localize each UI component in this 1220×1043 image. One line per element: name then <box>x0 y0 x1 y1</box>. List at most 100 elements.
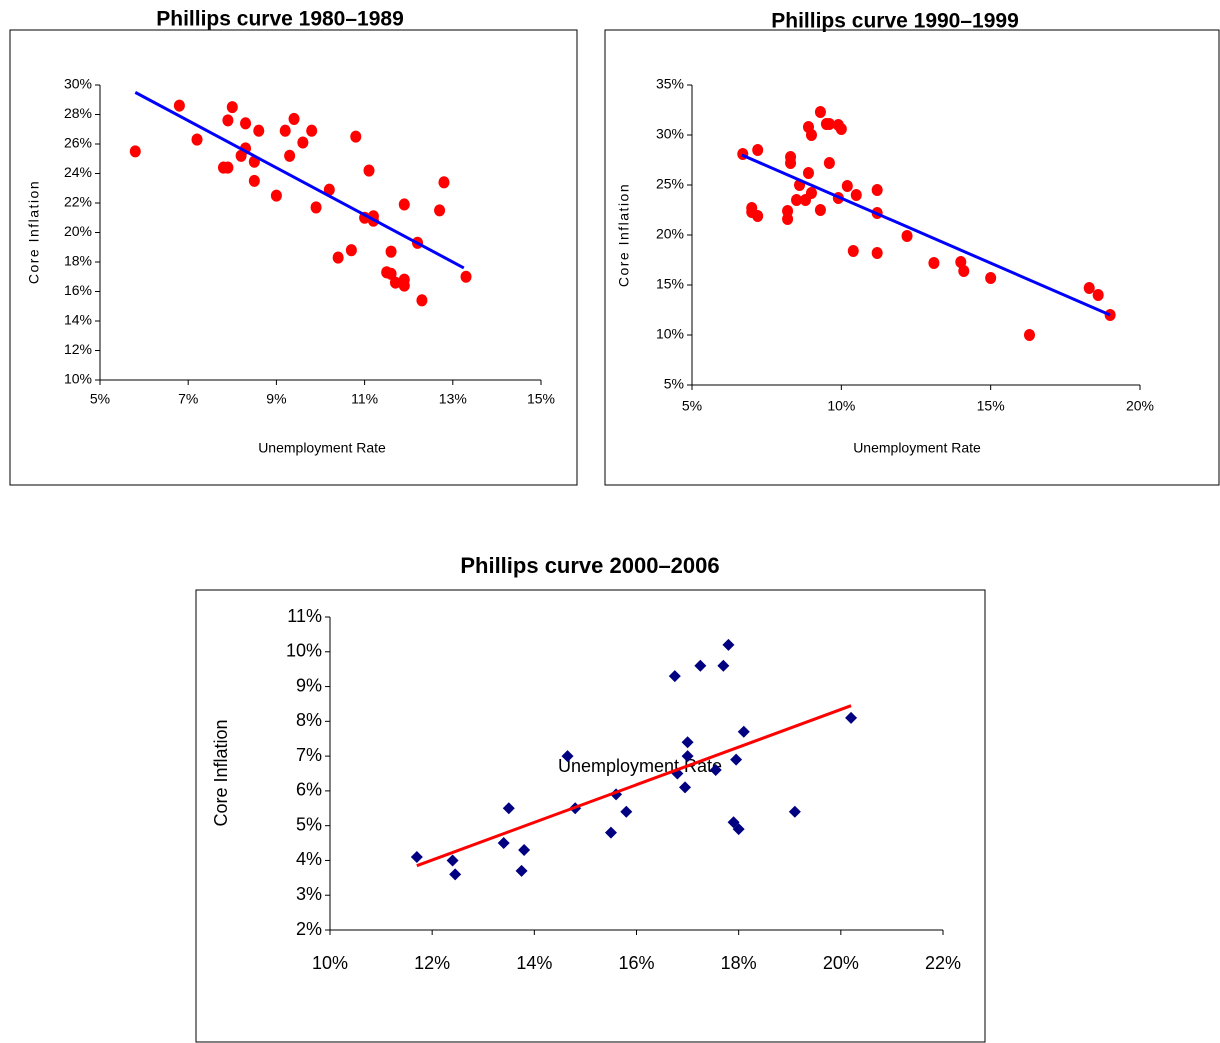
x-tick-label: 9% <box>266 391 286 407</box>
data-point <box>752 209 764 223</box>
x-tick-label: 5% <box>90 391 110 407</box>
data-point <box>928 256 940 270</box>
data-point <box>722 638 735 651</box>
data-point <box>446 854 459 867</box>
y-tick-label: 10% <box>286 641 322 661</box>
x-tick-label: 13% <box>439 391 467 407</box>
data-point <box>310 201 322 214</box>
data-point <box>288 112 300 125</box>
data-point <box>323 183 335 196</box>
data-point <box>732 823 745 836</box>
data-point <box>350 130 362 143</box>
data-point <box>306 124 318 137</box>
data-point <box>173 99 185 112</box>
data-point <box>248 174 260 187</box>
data-point <box>871 246 883 260</box>
data-point <box>791 193 803 207</box>
chart-frame <box>195 589 986 1043</box>
data-point <box>620 805 633 818</box>
data-point <box>191 133 203 146</box>
x-axis-label: Unemployment Rate <box>258 440 386 456</box>
data-point <box>438 176 450 189</box>
data-point <box>1023 328 1035 342</box>
data-point <box>449 868 462 881</box>
x-tick-label: 20% <box>1126 398 1154 414</box>
data-point <box>518 844 531 857</box>
x-tick-label: 11% <box>351 391 378 407</box>
data-point <box>385 245 397 258</box>
y-tick-label: 30% <box>64 76 92 92</box>
data-point <box>332 251 344 264</box>
y-tick-label: 16% <box>64 282 92 298</box>
data-point <box>727 816 740 829</box>
data-point <box>901 229 913 243</box>
y-tick-label: 5% <box>296 814 322 834</box>
data-point <box>1092 288 1104 302</box>
data-point <box>785 150 797 164</box>
y-tick-label: 18% <box>64 253 92 269</box>
data-point <box>363 164 375 177</box>
y-tick-label: 14% <box>64 312 92 328</box>
data-point <box>847 244 859 258</box>
data-point <box>389 276 401 289</box>
y-axis-label: Core Inflation <box>211 719 231 826</box>
data-point <box>871 183 883 197</box>
x-tick-label: 10% <box>312 953 348 973</box>
x-tick-label: 18% <box>721 953 757 973</box>
data-point <box>416 294 428 307</box>
y-tick-label: 26% <box>64 135 92 151</box>
y-tick-label: 22% <box>64 194 92 210</box>
data-point <box>270 189 282 202</box>
data-point <box>604 826 617 839</box>
y-tick-label: 20% <box>64 223 92 239</box>
trend-line <box>416 704 852 868</box>
x-tick-label: 7% <box>178 391 198 407</box>
chart-frame <box>9 29 578 486</box>
data-point <box>129 145 141 158</box>
data-point <box>814 203 826 217</box>
data-point <box>802 166 814 180</box>
y-tick-label: 10% <box>64 371 92 387</box>
data-point <box>398 198 410 211</box>
x-tick-label: 10% <box>827 398 855 414</box>
y-tick-label: 3% <box>296 884 322 904</box>
y-tick-label: 35% <box>656 76 684 92</box>
chart: Phillips curve 1980–1989 10% 12% 14% 16% 18% 2… <box>9 8 578 486</box>
y-tick-label: 9% <box>296 675 322 695</box>
data-point <box>502 802 515 815</box>
data-point <box>1083 281 1095 295</box>
data-point <box>782 204 794 218</box>
data-point <box>460 270 472 283</box>
data-point <box>752 143 764 157</box>
data-point <box>410 850 423 863</box>
x-tick-label: 15% <box>977 398 1005 414</box>
data-point <box>730 753 743 766</box>
x-tick-label: 22% <box>925 953 961 973</box>
y-tick-label: 6% <box>296 780 322 800</box>
x-tick-label: 16% <box>618 953 654 973</box>
data-point <box>398 279 410 292</box>
data-point <box>284 149 296 162</box>
data-point <box>841 179 853 193</box>
x-axis-label: Unemployment Rate <box>853 440 981 456</box>
x-tick-label: 5% <box>682 398 702 414</box>
x-tick-label: 14% <box>516 953 552 973</box>
data-point <box>681 750 694 763</box>
data-point <box>823 156 835 170</box>
y-tick-label: 8% <box>296 710 322 730</box>
y-tick-label: 5% <box>664 376 684 392</box>
data-point <box>226 101 238 114</box>
x-tick-label: 15% <box>527 391 555 407</box>
chart: Phillips curve 2000–2006 2% 3% 4% 5% 6% 7% 8% 9%… <box>195 553 986 1043</box>
y-tick-label: 2% <box>296 919 322 939</box>
data-point <box>681 736 694 749</box>
y-tick-label: 12% <box>64 341 92 357</box>
y-axis-label: Core Inflation <box>26 180 42 284</box>
data-point <box>850 188 862 202</box>
y-tick-label: 11% <box>287 606 322 626</box>
data-point <box>814 105 826 119</box>
data-point <box>240 117 252 130</box>
x-axis-label: Unemployment Rate <box>558 756 722 776</box>
data-point <box>668 670 681 683</box>
